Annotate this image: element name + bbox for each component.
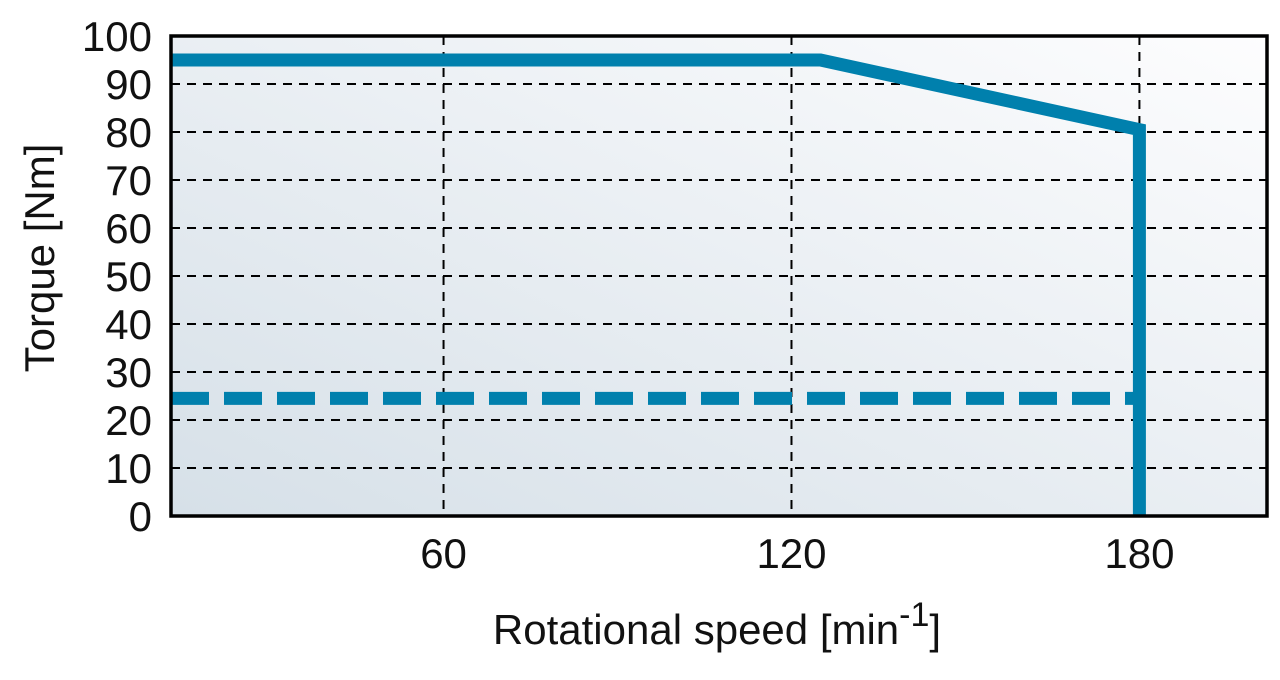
x-axis-label: Rotational speed [min-1] xyxy=(493,596,941,653)
solid-series-line xyxy=(171,53,1146,516)
x-tick-label: 60 xyxy=(420,530,467,577)
y-tick-label: 40 xyxy=(105,301,152,348)
x-tick-label: 180 xyxy=(1104,530,1174,577)
y-tick-label: 10 xyxy=(105,445,152,492)
x-tick-labels: 60 120 180 xyxy=(420,530,1174,577)
y-tick-label: 30 xyxy=(105,349,152,396)
y-tick-label: 100 xyxy=(82,13,152,60)
y-tick-label: 20 xyxy=(105,397,152,444)
y-tick-label: 80 xyxy=(105,109,152,156)
y-tick-label: 0 xyxy=(129,493,152,540)
grid-lines xyxy=(171,36,1267,516)
plot-frame xyxy=(169,34,1269,518)
y-tick-label: 90 xyxy=(105,61,152,108)
y-tick-label: 60 xyxy=(105,205,152,252)
y-axis-label: Torque [Nm] xyxy=(16,144,63,373)
y-tick-label: 50 xyxy=(105,253,152,300)
y-tick-label: 70 xyxy=(105,157,152,204)
series-lines xyxy=(171,53,1146,516)
x-tick-label: 120 xyxy=(756,530,826,577)
